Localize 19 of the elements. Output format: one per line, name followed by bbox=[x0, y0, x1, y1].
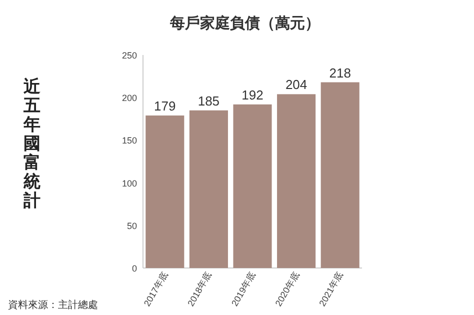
source-note: 資料來源：主計總處 bbox=[8, 299, 98, 311]
text: 近五年國富統計 bbox=[22, 77, 42, 210]
y-tick-label: 150 bbox=[122, 136, 137, 146]
data-label: 204 bbox=[285, 77, 308, 92]
y-tick-label: 200 bbox=[122, 93, 137, 104]
y-tick-label: 50 bbox=[126, 220, 137, 231]
bar bbox=[277, 94, 316, 268]
y-tick-label: 0 bbox=[132, 264, 137, 274]
data-label: 185 bbox=[198, 93, 220, 108]
y-tick-label: 100 bbox=[122, 178, 137, 188]
data-label: 179 bbox=[154, 98, 176, 114]
chart-title: 每戶家庭負債（萬元） bbox=[169, 14, 320, 32]
data-label: 192 bbox=[242, 87, 264, 102]
data-label: 218 bbox=[329, 65, 351, 80]
bar bbox=[320, 82, 360, 268]
bar bbox=[146, 115, 184, 268]
y-tick-label: 250 bbox=[122, 50, 137, 60]
bar bbox=[233, 104, 272, 268]
bar bbox=[189, 110, 228, 268]
